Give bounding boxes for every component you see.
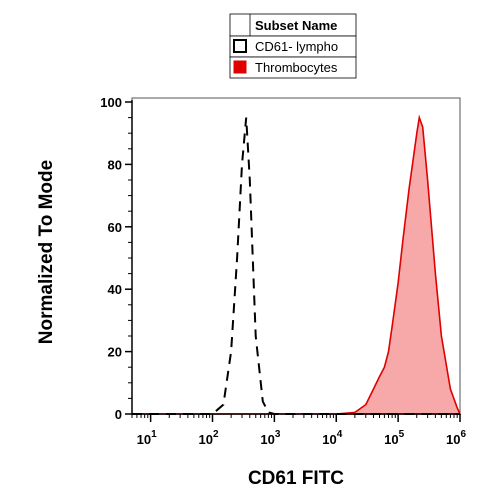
y-tick-label: 0	[115, 407, 122, 422]
x-tick-label: 106	[446, 429, 466, 447]
series-thrombocytes-area	[132, 114, 462, 415]
x-tick-label: 103	[260, 429, 280, 447]
y-tick-label: 100	[100, 95, 122, 110]
y-tick-label: 20	[108, 345, 122, 360]
x-axis-ticks: 101 102 103 104 105 106	[131, 414, 466, 447]
y-axis-ticks: 0 20 40 60 80 100	[100, 95, 132, 422]
x-tick-label: 102	[198, 429, 218, 447]
legend-entry-cd61-lympho: CD61- lympho	[255, 39, 338, 54]
x-axis-title: CD61 FITC	[248, 468, 344, 489]
legend: Subset Name CD61- lympho Thrombocytes	[229, 13, 357, 79]
y-axis-title: Normalized To Mode	[36, 160, 57, 344]
x-tick-label: 105	[384, 429, 404, 447]
legend-swatch-cd61-lympho	[233, 39, 247, 53]
y-tick-label: 80	[108, 157, 122, 172]
x-tick-label: 104	[322, 429, 342, 447]
legend-header: Subset Name	[255, 18, 337, 33]
y-tick-label: 40	[108, 282, 122, 297]
x-tick-label: 101	[137, 429, 157, 447]
legend-entry-thrombocytes: Thrombocytes	[255, 60, 338, 75]
y-tick-label: 60	[108, 220, 122, 235]
legend-swatch-thrombocytes	[233, 60, 247, 74]
